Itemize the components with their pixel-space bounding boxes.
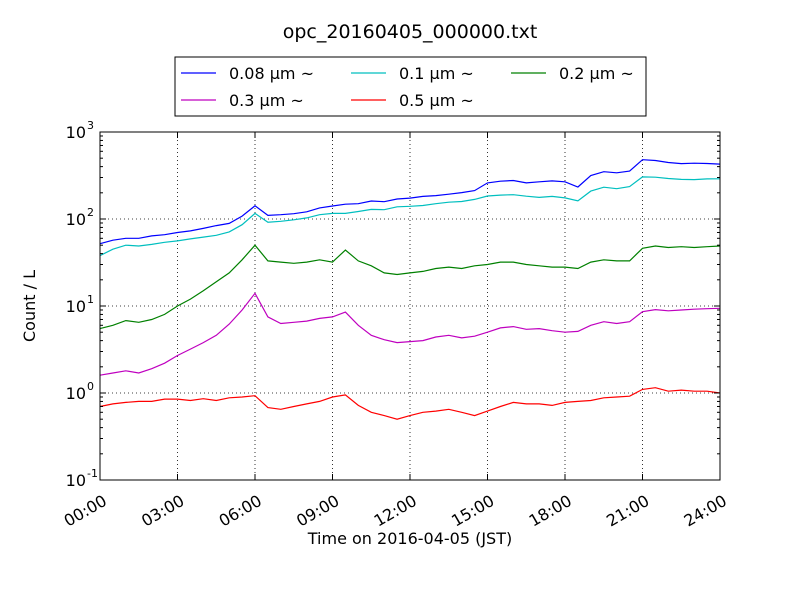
y-tick-exponent: 3: [87, 119, 94, 132]
y-tick-exponent: 0: [87, 380, 94, 393]
legend: 0.08 µm ~ 0.1 µm ~ 0.2 µm ~ 0.3 µm ~ 0.5 µm …: [174, 56, 647, 117]
x-tick-label: 12:00: [371, 491, 420, 531]
y-tick-exponent: 2: [87, 206, 94, 219]
x-tick-label: 00:00: [61, 491, 110, 531]
legend-label: 0.3 µm ~: [229, 91, 304, 110]
legend-label: 0.5 µm ~: [399, 91, 474, 110]
series-line-4: [99, 387, 721, 420]
x-tick-label: 06:00: [216, 491, 265, 531]
legend-label: 0.1 µm ~: [399, 64, 474, 83]
y-tick-label: 10: [66, 384, 86, 403]
legend-label: 0.08 µm ~: [229, 64, 314, 83]
series-line-1: [99, 176, 721, 257]
x-tick-label: 18:00: [526, 491, 575, 531]
y-tick-label: 10: [66, 123, 86, 142]
y-tick-exponent: 1: [87, 293, 94, 306]
series-lines: [99, 159, 721, 420]
y-axis-label: Count / L: [20, 270, 39, 342]
x-axis-label: Time on 2016-04-05 (JST): [307, 529, 512, 548]
y-tick-label: 10: [66, 297, 86, 316]
y-tick-label: 10: [66, 471, 86, 490]
legend-box: [174, 56, 647, 117]
series-line-2: [99, 244, 721, 330]
y-tick-label: 10: [66, 210, 86, 229]
series-line-3: [99, 292, 721, 376]
axis-ticks: 00:00 03:00 06:00 09:00 12:00 15:00 18:00 21:00…: [61, 119, 730, 531]
y-tick-exponent: -1: [87, 467, 98, 480]
grid: [100, 132, 720, 480]
x-tick-label: 15:00: [448, 491, 497, 531]
x-tick-label: 21:00: [603, 491, 652, 531]
series-line-0: [99, 159, 721, 245]
x-tick-label: 24:00: [681, 491, 730, 531]
chart-title: opc_20160405_000000.txt: [283, 21, 538, 43]
x-tick-label: 03:00: [138, 491, 187, 531]
x-tick-label: 09:00: [293, 491, 342, 531]
legend-label: 0.2 µm ~: [559, 64, 634, 83]
